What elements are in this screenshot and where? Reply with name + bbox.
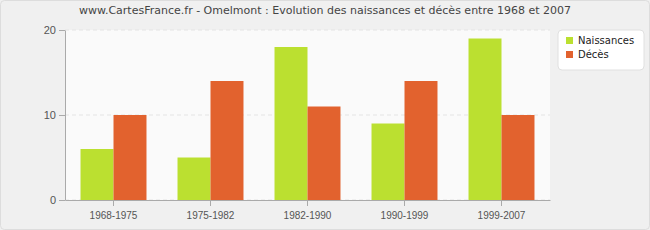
bar: [178, 158, 211, 201]
y-tick: 20: [44, 24, 65, 36]
x-tick-mark: [404, 200, 405, 206]
y-tick-label: 10: [44, 109, 56, 121]
x-tick-mark: [210, 200, 211, 206]
bar: [502, 115, 535, 200]
title: www.CartesFrance.fr - Omelmont : Evoluti…: [79, 4, 571, 17]
bars: [81, 39, 535, 201]
x-tick-label: 1968-1975: [90, 210, 138, 221]
chart: www.CartesFrance.fr - Omelmont : Evoluti…: [0, 0, 650, 230]
bar: [114, 115, 147, 200]
x-axis: 1968-1975 1975-1982 1982-1990 1990-1999 1999…: [66, 200, 551, 221]
bar: [469, 39, 502, 201]
grid-line: [65, 30, 550, 31]
x-tick-mark: [501, 200, 502, 206]
legend-label: Décès: [578, 49, 609, 60]
y-tick-mark: [59, 200, 65, 201]
x-tick-mark: [113, 200, 114, 206]
x-tick: 1975-1982: [187, 200, 235, 221]
x-tick: 1990-1999: [381, 200, 429, 221]
legend-swatch: [566, 51, 573, 58]
y-tick: 0: [50, 194, 65, 206]
y-tick-mark: [59, 30, 65, 31]
y-tick-label: 0: [50, 194, 56, 206]
x-tick-label: 1990-1999: [381, 210, 429, 221]
x-tick-label: 1999-2007: [478, 210, 526, 221]
background: [1, 1, 650, 230]
bar: [405, 81, 438, 200]
plot: 0 10 20 1968-1975 1975-1982 1982-1990 1990-199…: [44, 24, 551, 221]
x-tick: 1982-1990: [284, 200, 332, 221]
x-tick-label: 1975-1982: [187, 210, 235, 221]
y-tick: 10: [44, 109, 65, 121]
bar: [81, 149, 114, 200]
legend-swatch: [566, 37, 573, 44]
y-tick-mark: [59, 115, 65, 116]
y-axis: 0 10 20: [44, 24, 66, 206]
x-tick: 1968-1975: [90, 200, 138, 221]
grid: [65, 30, 550, 200]
bar: [275, 47, 308, 200]
y-tick-label: 20: [44, 24, 56, 36]
x-tick: 1999-2007: [478, 200, 526, 221]
legend-label: Naissances: [578, 35, 634, 46]
x-tick-label: 1982-1990: [284, 210, 332, 221]
bar: [308, 107, 341, 201]
x-tick-mark: [307, 200, 308, 206]
bar: [211, 81, 244, 200]
legend-box: [558, 30, 644, 70]
bar: [372, 124, 405, 201]
plot-area: [65, 30, 550, 200]
y-axis-line: [65, 31, 66, 201]
legend: Naissances Décès: [558, 30, 644, 70]
